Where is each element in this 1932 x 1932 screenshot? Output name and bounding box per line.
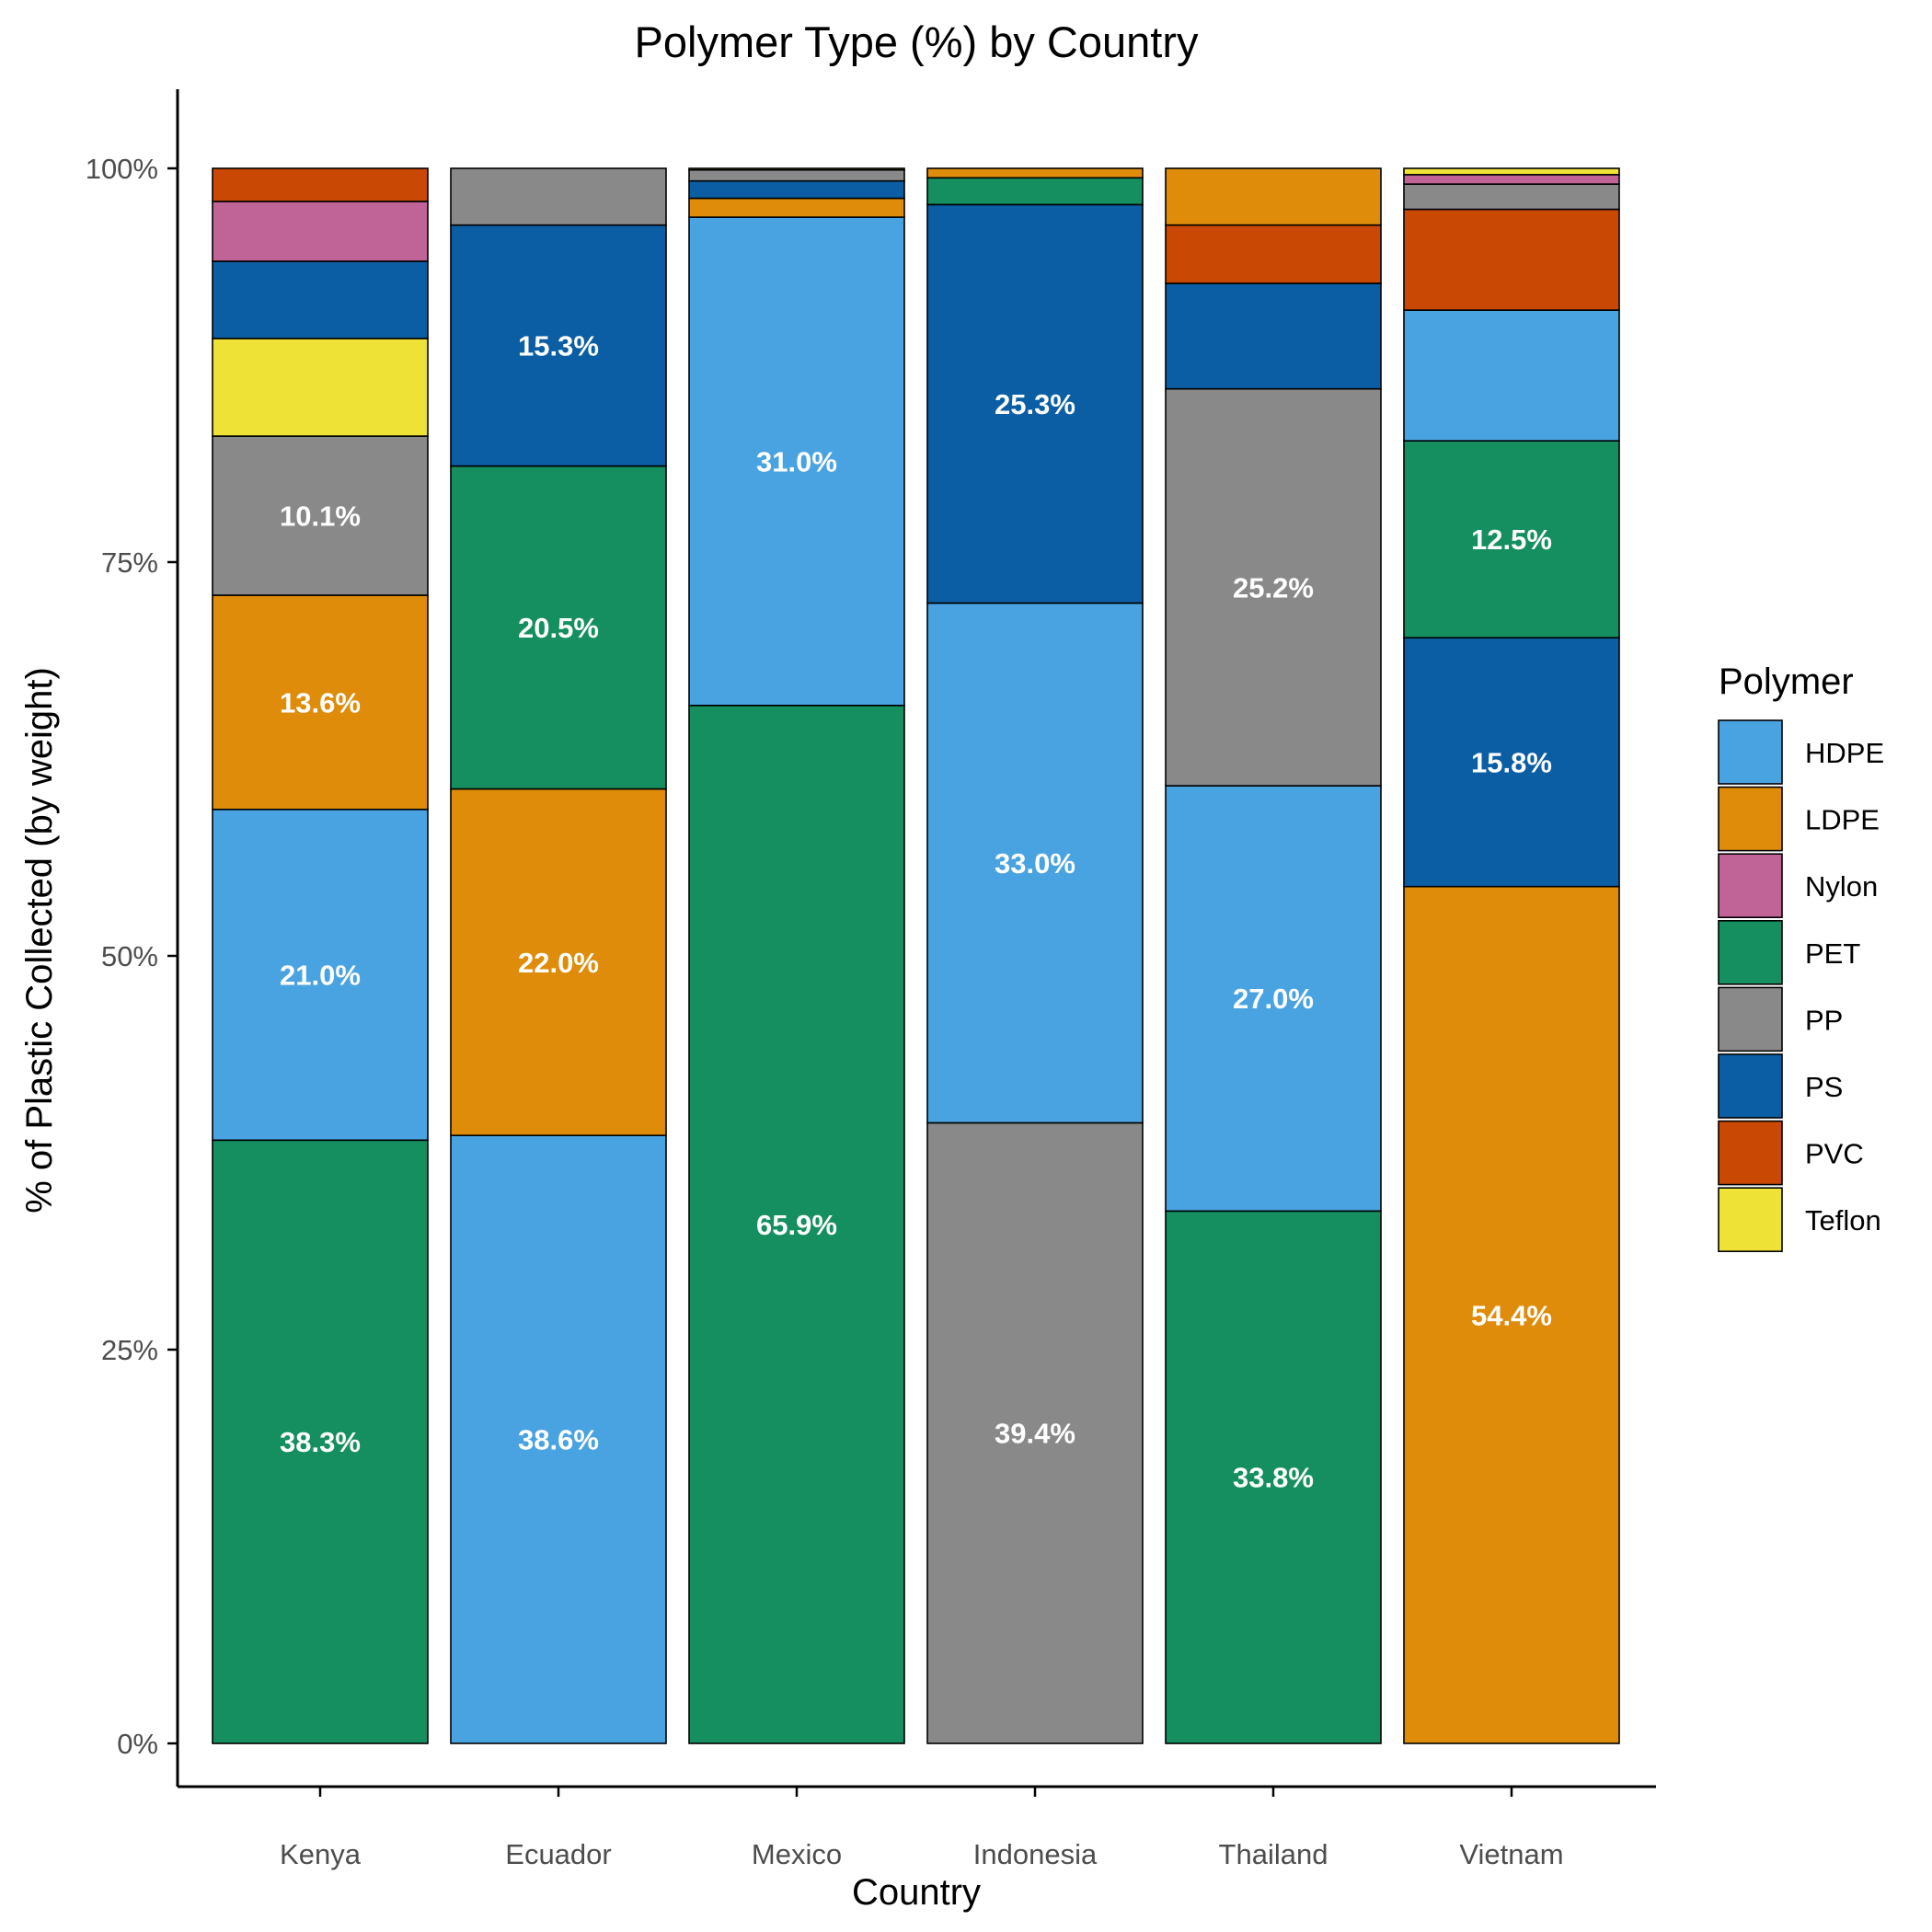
data-label-vietnam-ldpe: 54.4% [1471, 1299, 1552, 1331]
bar-segment-kenya-pvc [212, 167, 429, 202]
bar-segment-kenya-pet [212, 1139, 429, 1744]
x-tick-label-indonesia: Indonesia [973, 1838, 1098, 1870]
bar-segment-kenya-nylon [212, 201, 429, 262]
legend-label-hdpe: HDPE [1805, 737, 1884, 769]
legend-label-ldpe: LDPE [1805, 804, 1880, 836]
bar-segment-indonesia-pp [926, 1121, 1144, 1744]
data-label-ecuador-ldpe: 22.0% [518, 947, 599, 979]
bar-segment-ecuador-hdpe [450, 1134, 667, 1744]
data-label-ecuador-pet: 20.5% [518, 612, 599, 644]
bar-segment-indonesia-pet [926, 177, 1144, 206]
data-label-kenya-pp: 10.1% [280, 500, 361, 532]
x-tick-label-vietnam: Vietnam [1459, 1838, 1563, 1870]
bar-segment-mexico-ldpe [688, 197, 905, 218]
axes-layer [176, 89, 1656, 1788]
legend-swatch-teflon [1718, 1187, 1783, 1252]
data-label-indonesia-pp: 39.4% [995, 1418, 1075, 1450]
legend-swatch-ldpe [1718, 786, 1783, 852]
bar-segment-vietnam-nylon [1403, 174, 1620, 185]
bar-segment-ecuador-pp [450, 167, 667, 226]
bar-segment-kenya-hdpe [212, 808, 429, 1142]
bar-segment-thailand-pp [1165, 387, 1382, 787]
y-ticks-layer: 0% 25% 50% 75% 100% [86, 153, 178, 1760]
bar-segment-vietnam-pp [1403, 183, 1620, 211]
y-tick-label: 100% [86, 153, 158, 185]
x-ticks-layer: Kenya Ecuador Mexico Indonesia Thailand Vietn… [280, 1787, 1564, 1870]
bar-segment-ecuador-ps [450, 224, 667, 467]
legend-swatch-pvc [1718, 1120, 1783, 1186]
bar-segment-ecuador-ldpe [450, 788, 667, 1136]
y-axis-title: % of Plastic Collected (by weight) [19, 667, 60, 1213]
data-label-kenya-hdpe: 21.0% [280, 960, 361, 992]
legend-swatch-ps [1718, 1053, 1783, 1119]
y-tick-label: 0% [117, 1728, 158, 1760]
y-tick-label: 50% [101, 940, 158, 972]
x-axis-title: Country [852, 1872, 981, 1913]
data-label-kenya-pet: 38.3% [280, 1426, 361, 1458]
data-label-indonesia-hdpe: 33.0% [995, 847, 1075, 880]
data-label-ecuador-ps: 15.3% [518, 330, 599, 362]
bar-segment-vietnam-ps [1403, 637, 1620, 888]
bar-segment-vietnam-ldpe [1403, 885, 1620, 1744]
bar-segment-thailand-hdpe [1165, 785, 1382, 1213]
data-label-mexico-pet: 65.9% [756, 1209, 837, 1241]
bar-segment-vietnam-teflon [1403, 167, 1620, 176]
bar-segment-indonesia-ps [926, 203, 1144, 604]
x-tick-label-thailand: Thailand [1219, 1838, 1328, 1870]
y-tick-label: 25% [101, 1334, 158, 1366]
legend-swatch-nylon [1718, 853, 1783, 919]
bar-segment-vietnam-pet [1403, 440, 1620, 638]
data-label-thailand-pp: 25.2% [1233, 571, 1314, 604]
x-tick-label-kenya: Kenya [280, 1838, 362, 1870]
data-labels-layer: 38.3% 21.0% 13.6% 10.1% 38.6% 22.0% 20.5% 15.3%… [280, 330, 1552, 1494]
bars-layer [212, 167, 1620, 1744]
data-label-thailand-pet: 33.8% [1233, 1462, 1314, 1494]
bar-segment-mexico-hdpe [688, 216, 905, 707]
bar-segment-mexico-ps [688, 179, 905, 200]
bar-segment-indonesia-hdpe [926, 602, 1144, 1124]
legend-label-pet: PET [1805, 937, 1860, 970]
data-label-vietnam-ps: 15.8% [1471, 746, 1552, 778]
data-label-mexico-hdpe: 31.0% [756, 445, 837, 477]
x-tick-label-mexico: Mexico [752, 1838, 842, 1870]
bar-segment-mexico-teflon [688, 167, 905, 171]
bar-segment-kenya-teflon [212, 338, 429, 437]
legend: Polymer HDPE LDPE Nylon PET PP PS PVC Teflon [1718, 661, 1884, 1252]
bar-segment-kenya-ps [212, 260, 429, 339]
bar-segment-thailand-ps [1165, 282, 1382, 390]
legend-title: Polymer [1719, 661, 1854, 702]
legend-label-nylon: Nylon [1805, 870, 1878, 903]
legend-label-pp: PP [1805, 1004, 1843, 1036]
bar-segment-vietnam-pvc [1403, 208, 1620, 311]
bar-segment-ecuador-pet [450, 465, 667, 790]
legend-swatch-pp [1718, 986, 1783, 1052]
legend-label-ps: PS [1805, 1071, 1843, 1103]
data-label-thailand-hdpe: 27.0% [1233, 983, 1314, 1015]
bar-segment-mexico-pet [688, 704, 905, 1744]
bar-segment-indonesia-ldpe [926, 167, 1144, 179]
legend-label-teflon: Teflon [1805, 1204, 1881, 1236]
legend-label-pvc: PVC [1805, 1138, 1864, 1170]
y-tick-label: 75% [101, 546, 158, 579]
x-tick-label-ecuador: Ecuador [505, 1838, 611, 1870]
legend-swatch-pet [1718, 919, 1783, 985]
bar-segment-vietnam-hdpe [1403, 309, 1620, 442]
chart-title: Polymer Type (%) by Country [635, 17, 1199, 66]
legend-swatch-hdpe [1718, 719, 1783, 785]
bar-segment-thailand-pvc [1165, 224, 1382, 284]
bar-segment-thailand-ldpe [1165, 167, 1382, 226]
data-label-vietnam-pet: 12.5% [1471, 523, 1552, 556]
bar-segment-kenya-pp [212, 435, 429, 596]
data-label-ecuador-hdpe: 38.6% [518, 1424, 599, 1456]
data-label-indonesia-ps: 25.3% [995, 388, 1075, 420]
data-label-kenya-ldpe: 13.6% [280, 686, 361, 719]
bar-segment-mexico-pp [688, 168, 905, 182]
